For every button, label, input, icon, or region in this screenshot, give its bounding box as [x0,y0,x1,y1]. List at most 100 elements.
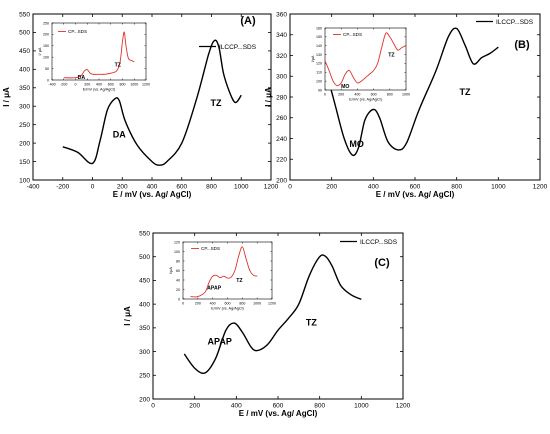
panel-1-inset-x-tick-label: 400 [96,83,102,87]
panel-2-inset-x-tick-label: 800 [387,93,393,97]
panel-1-y-tick-label: 250 [19,122,30,129]
panel-3-inset-x-tick-label: 1000 [253,302,261,306]
panel-3-inset-y-axis-label: I/μA [169,267,173,274]
panel-3-inset-y-tick-label: 60 [176,269,180,273]
panel-3-y-tick-label: 550 [139,230,150,237]
panel-3-x-tick-label: 0 [151,403,155,410]
panel-1-peak-annotation: TZ [210,98,221,108]
panel-2-inset-x-tick-label: 0 [324,93,326,97]
panel-2-y-tick-label: 340 [276,32,287,39]
panel-3-y-axis-label: I / μA [123,306,132,326]
panel-1-panel-label: (A) [240,15,256,27]
panel-2-inset-legend-label: CP...SDS [343,32,362,37]
panel-3-inset-peak-annotation: APAP [207,286,222,292]
panel-3-panel-label: (C) [374,257,390,269]
panel-1-inset-y-tick-label: 150 [43,44,49,48]
panel-2-panel-label: (B) [514,39,530,51]
panel-2-x-tick-label: 400 [368,184,379,191]
panel-3-y-tick-label: 450 [139,278,150,285]
chart-panel-3: 0 200 400 600 800 1000 12002002503003504004505… [123,230,411,418]
panel-1-x-tick-label: 800 [206,184,217,191]
panel-2-inset-plot-frame [324,27,407,91]
panel-2-y-tick-label: 240 [276,136,287,143]
panel-3-inset-y-tick-label: 0 [178,297,180,301]
panel-1-inset-y-axis-label: I/ μA [38,47,42,55]
panel-2-inset-x-tick-label: 600 [371,93,377,97]
panel-3-inset-x-tick-label: 600 [225,302,231,306]
panel-2-y-axis-label: I / μA [264,87,273,107]
panel-2-inset-x-tick-label: 400 [354,93,360,97]
panel-2-inset-y-tick-label: 120 [316,62,322,66]
panel-2-inset-x-tick-label: 1000 [402,93,410,97]
panel-1-x-tick-label: 600 [176,184,187,191]
panel-1-inset-x-axis-label: E/mV (vs. Ag/AgCl) [83,88,116,92]
panel-2-x-axis-label: E / mV (vs. Ag/ AgCl) [376,190,455,199]
panel-2-legend-label: ILCCP...SDS [496,19,534,26]
panel-3-x-axis-label: E / mV (vs. Ag/ AgCl) [239,409,318,418]
panel-2-inset-peak-annotation: TZ [388,52,395,58]
panel-1-inset-chart: -400 -200 0 200 400 600 800 1000 1200 0 50 100 150 20… [38,21,150,91]
panel-1-y-axis-label: I / μA [2,87,11,107]
panel-3-series-line [183,254,362,374]
panel-2-inset-y-tick-label: 130 [316,53,322,57]
panel-3-x-tick-label: 800 [314,403,325,410]
panel-3-inset-x-tick-label: 400 [210,302,216,306]
panel-1-y-tick-label: 400 [19,67,30,74]
panel-3-x-tick-label: 600 [273,403,284,410]
panel-3-y-tick-label: 500 [139,254,150,261]
panel-3-legend-label: ILCCP...SDS [360,239,398,246]
panel-1-inset-x-tick-label: -400 [48,83,55,87]
panel-1-inset-x-tick-label: 0 [75,83,77,87]
panel-1-legend-label: ILCCP...SDS [219,44,257,51]
panel-2-inset-chart: 0 200 400 600 800 1000 90 100 110 120 130 140 150 160… [311,26,410,101]
panel-1-peak-annotation: DA [113,130,126,140]
panel-3-inset-y-tick-label: 100 [174,250,180,254]
panel-3-y-tick-label: 400 [139,301,150,308]
panel-2-inset-background [325,28,406,90]
panel-1-inset-background [52,23,146,80]
panel-2-series-line [326,27,499,157]
panel-1-inset-y-tick-label: 50 [45,67,49,71]
panel-3-inset-background [183,242,272,299]
panel-1-inset-x-tick-label: 800 [120,83,126,87]
panel-3-inset-x-tick-label: 800 [239,302,245,306]
panel-2-y-tick-label: 200 [276,177,287,184]
panel-2-y-tick-label: 220 [276,157,287,164]
panel-1-inset-y-tick-label: 100 [43,55,49,59]
panel-3-inset-y-tick-label: 40 [176,278,180,282]
panel-3-inset-x-tick-label: 0 [182,302,184,306]
panel-3-inset-y-tick-label: 120 [174,240,180,244]
panel-1-series-line [62,39,242,166]
panel-2-inset-y-tick-label: 100 [316,79,322,83]
panel-1-x-tick-label: 200 [117,184,128,191]
panel-3-x-tick-label: 1200 [396,403,411,410]
panel-2-inset-y-tick-label: 110 [316,71,322,75]
panel-2-inset-y-tick-label: 140 [316,44,322,48]
panel-1-inset-y-tick-label: 250 [43,21,49,25]
panel-1-y-tick-label: 450 [19,48,30,55]
panel-1-y-tick-label: 350 [19,85,30,92]
panel-1-inset-x-tick-label: -200 [60,83,67,87]
panel-1-y-tick-label: 500 [19,30,30,37]
panel-2-y-tick-label: 360 [276,11,287,18]
panel-1-y-tick-label: 200 [19,140,30,147]
panel-2-peak-annotation: TZ [460,87,471,97]
panel-2-inset-y-tick-label: 150 [316,35,322,39]
panel-1-y-tick-label: 150 [19,159,30,166]
panel-1-inset-series-line [63,31,135,79]
panel-3-x-tick-label: 400 [231,403,242,410]
panel-2-peak-annotation: MO [349,139,364,149]
panel-2-y-tick-label: 320 [276,53,287,60]
panel-1-inset-x-tick-label: 1200 [142,83,150,87]
panel-3-y-tick-label: 250 [139,373,150,380]
panel-1-y-tick-label: 100 [19,177,30,184]
panel-2-x-tick-label: 800 [451,184,462,191]
chart-panel-2: 0 200 400 600 800 1000 12002002202402602803003… [264,11,548,199]
panel-1-x-axis-label: E / mV (vs. Ag/ AgCl) [113,190,192,199]
panel-3-y-tick-label: 200 [139,396,150,403]
panel-3-inset-y-tick-label: 20 [176,288,180,292]
panel-1-x-tick-label: -200 [56,184,69,191]
panel-3-y-tick-label: 350 [139,325,150,332]
panel-3-inset-chart: 0 200 400 600 800 1000 1200 0 20 40 60 80 100 120 APAP… [169,240,276,310]
